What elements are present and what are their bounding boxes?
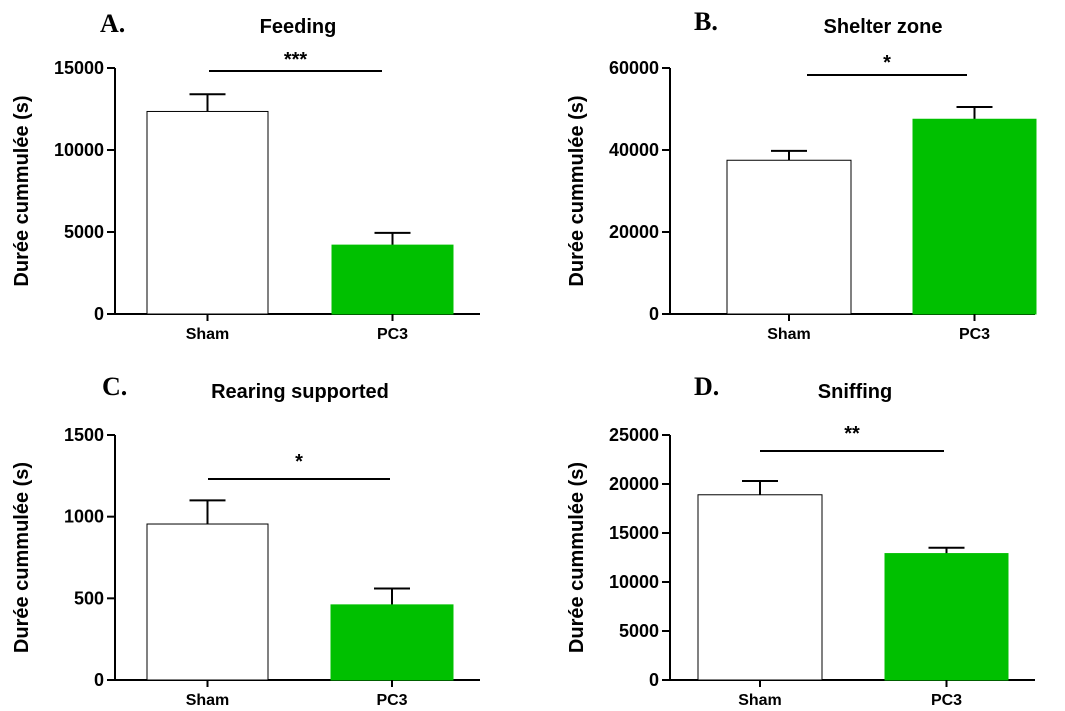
bar-pc3 [884,553,1009,681]
panel-letter: A. [100,9,125,38]
bar-pc3 [912,118,1037,315]
x-tick-label: PC3 [376,692,407,709]
y-tick-label: 25000 [609,425,659,445]
bar-sham [697,494,823,681]
y-tick-label: 20000 [609,222,659,242]
bar-sham [146,110,269,315]
y-axis-label: Durée cummulée (s) [566,95,588,286]
bar-sham [726,159,852,315]
chart-title: Shelter zone [824,16,943,38]
significance-label: * [883,52,891,74]
bar-pc3 [330,604,454,681]
x-tick-label: PC3 [377,326,408,343]
y-axis-label: Durée cummulée (s) [11,95,33,286]
significance-label: ** [844,423,860,445]
y-tick-label: 15000 [609,523,659,543]
x-tick-label: Sham [186,326,230,343]
y-tick-label: 500 [74,588,104,608]
y-tick-label: 40000 [609,140,659,160]
y-tick-label: 10000 [54,140,104,160]
y-tick-label: 15000 [54,58,104,78]
panel-letter: B. [694,7,718,36]
chart-title: Feeding [260,16,337,38]
y-tick-label: 1000 [64,507,104,527]
y-tick-label: 0 [94,304,104,324]
chart-panel-1: A. Feeding Durée cummulée (s) 0 5000 10000 150… [11,9,480,343]
chart-title: Rearing supported [211,381,389,403]
significance-label: * [295,451,303,473]
chart-panel-2: B. Shelter zone Durée cummulée (s) 0 20000 40… [566,7,1037,343]
x-tick-label: Sham [186,692,230,709]
y-tick-label: 0 [649,670,659,690]
bar-pc3 [331,244,454,315]
y-tick-label: 0 [649,304,659,324]
y-tick-label: 1500 [64,425,104,445]
chart-panel-4: D. Sniffing Durée cummulée (s) 0 5000 10000 15… [566,372,1035,709]
y-tick-label: 5000 [64,222,104,242]
y-axis-label: Durée cummulée (s) [566,462,588,653]
y-tick-label: 0 [94,670,104,690]
panel-letter: D. [694,372,719,401]
bar-sham [146,523,269,681]
y-tick-label: 5000 [619,621,659,641]
significance-label: *** [284,49,308,71]
y-tick-label: 10000 [609,572,659,592]
y-tick-label: 20000 [609,474,659,494]
y-tick-label: 60000 [609,58,659,78]
x-tick-label: PC3 [959,326,990,343]
chart-panel-3: C. Rearing supported Durée cummulée (s) 0 50… [11,372,480,709]
x-tick-label: Sham [738,692,782,709]
y-axis-label: Durée cummulée (s) [11,462,33,653]
x-tick-label: Sham [767,326,811,343]
x-tick-label: PC3 [931,692,962,709]
chart-title: Sniffing [818,381,892,403]
panel-letter: C. [102,372,127,401]
